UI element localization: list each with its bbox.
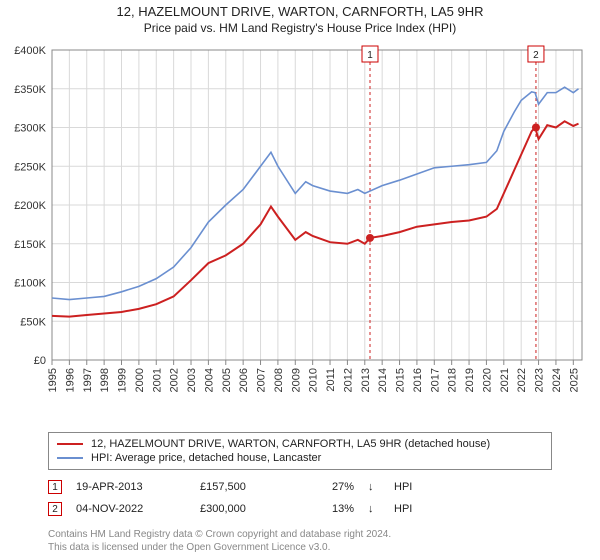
footer-line2: This data is licensed under the Open Gov… [48,541,552,554]
svg-text:£400K: £400K [14,45,46,57]
svg-text:2013: 2013 [360,368,372,392]
sale-marker-icon: 2 [48,502,62,516]
svg-text:2008: 2008 [273,368,285,392]
svg-text:2023: 2023 [534,368,546,392]
sale-price: £300,000 [200,503,290,515]
svg-text:2002: 2002 [169,368,181,392]
svg-text:2006: 2006 [238,368,250,392]
svg-text:£250K: £250K [14,161,46,173]
title-block: 12, HAZELMOUNT DRIVE, WARTON, CARNFORTH,… [0,0,600,35]
svg-text:2024: 2024 [551,368,563,392]
svg-text:2007: 2007 [256,368,268,392]
down-arrow-icon: ↓ [368,481,380,493]
svg-text:1995: 1995 [47,368,59,392]
svg-text:2003: 2003 [186,368,198,392]
legend-row: HPI: Average price, detached house, Lanc… [57,451,543,465]
svg-text:2015: 2015 [395,368,407,392]
svg-text:1998: 1998 [99,368,111,392]
svg-text:£300K: £300K [14,123,46,135]
svg-text:£100K: £100K [14,278,46,290]
chart-area: £0 £50K £100K £150K £200K £250K £300K £350K £400… [0,40,600,400]
svg-text:2004: 2004 [203,368,215,392]
sale-vs-label: HPI [394,481,424,493]
chart-svg: £0 £50K £100K £150K £200K £250K £300K £350K £400… [0,40,600,400]
footer: Contains HM Land Registry data © Crown c… [48,528,552,554]
sale-date: 04-NOV-2022 [76,503,186,515]
title-address: 12, HAZELMOUNT DRIVE, WARTON, CARNFORTH,… [0,4,600,19]
svg-text:£50K: £50K [20,316,46,328]
footer-line1: Contains HM Land Registry data © Crown c… [48,528,552,541]
sale-row-1: 1 19-APR-2013 £157,500 27% ↓ HPI [48,480,552,494]
sale-price: £157,500 [200,481,290,493]
svg-text:2017: 2017 [429,368,441,392]
svg-text:2025: 2025 [568,368,580,392]
svg-text:1999: 1999 [117,368,129,392]
svg-text:2000: 2000 [134,368,146,392]
svg-text:2009: 2009 [290,368,302,392]
legend: 12, HAZELMOUNT DRIVE, WARTON, CARNFORTH,… [48,432,552,470]
legend-swatch [57,443,83,445]
svg-text:£0: £0 [34,355,46,367]
svg-text:1997: 1997 [82,368,94,392]
svg-text:£150K: £150K [14,239,46,251]
svg-text:2014: 2014 [377,368,389,392]
svg-text:2: 2 [533,50,539,61]
svg-text:2001: 2001 [151,368,163,392]
svg-text:2021: 2021 [499,368,511,392]
svg-text:1996: 1996 [64,368,76,392]
svg-text:2010: 2010 [308,368,320,392]
title-subtitle: Price paid vs. HM Land Registry's House … [0,21,600,35]
svg-text:2011: 2011 [325,368,337,392]
svg-text:2019: 2019 [464,368,476,392]
legend-row: 12, HAZELMOUNT DRIVE, WARTON, CARNFORTH,… [57,437,543,451]
svg-text:2022: 2022 [516,368,528,392]
sale-row-2: 2 04-NOV-2022 £300,000 13% ↓ HPI [48,502,552,516]
svg-text:2020: 2020 [481,368,493,392]
legend-label: HPI: Average price, detached house, Lanc… [91,452,321,464]
sale-pct: 13% [304,503,354,515]
legend-swatch [57,457,83,459]
svg-text:2016: 2016 [412,368,424,392]
down-arrow-icon: ↓ [368,503,380,515]
sale-pct: 27% [304,481,354,493]
svg-text:£200K: £200K [14,200,46,212]
svg-text:2005: 2005 [221,368,233,392]
sale-marker-icon: 1 [48,480,62,494]
svg-text:£350K: £350K [14,84,46,96]
svg-text:2018: 2018 [447,368,459,392]
sale-vs-label: HPI [394,503,424,515]
svg-text:1: 1 [367,50,373,61]
legend-label: 12, HAZELMOUNT DRIVE, WARTON, CARNFORTH,… [91,438,490,450]
sale-date: 19-APR-2013 [76,481,186,493]
svg-text:2012: 2012 [342,368,354,392]
